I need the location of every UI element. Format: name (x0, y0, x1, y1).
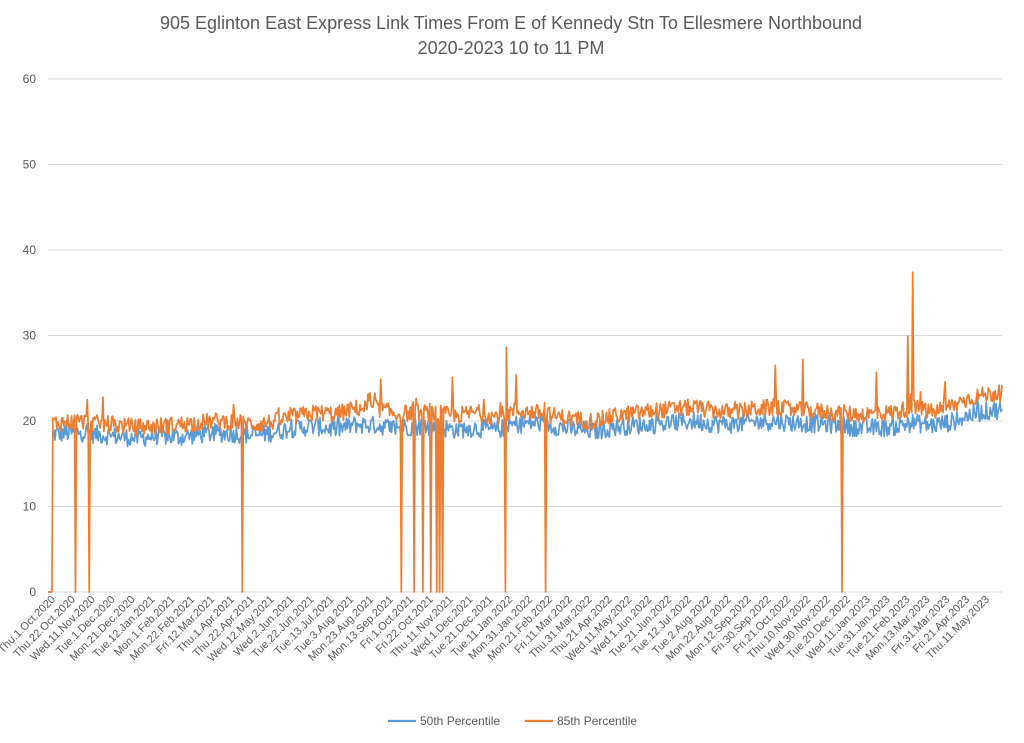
legend-label-50th: 50th Percentile (420, 714, 500, 728)
x-axis-ticks: Thu.1.Oct.2020Thu.22.Oct.2020Wed.11.Nov.… (0, 594, 992, 665)
y-tick-label: 0 (29, 585, 36, 599)
legend: 50th Percentile 85th Percentile (388, 714, 637, 728)
y-axis-ticks: 0 10 20 30 40 50 60 (23, 72, 37, 599)
series-lines (48, 271, 1003, 593)
chart-title: 905 Eglinton East Express Link Times Fro… (160, 13, 862, 33)
y-tick-label: 50 (23, 158, 37, 172)
y-tick-label: 40 (23, 243, 37, 257)
y-tick-label: 20 (23, 414, 37, 428)
legend-label-85th: 85th Percentile (557, 714, 637, 728)
gridlines (48, 78, 1002, 593)
y-tick-label: 60 (23, 72, 37, 86)
series-line-85th-percentile (48, 271, 1003, 593)
y-tick-label: 10 (23, 500, 37, 514)
chart-subtitle: 2020-2023 10 to 11 PM (418, 38, 605, 58)
y-tick-label: 30 (23, 329, 37, 343)
